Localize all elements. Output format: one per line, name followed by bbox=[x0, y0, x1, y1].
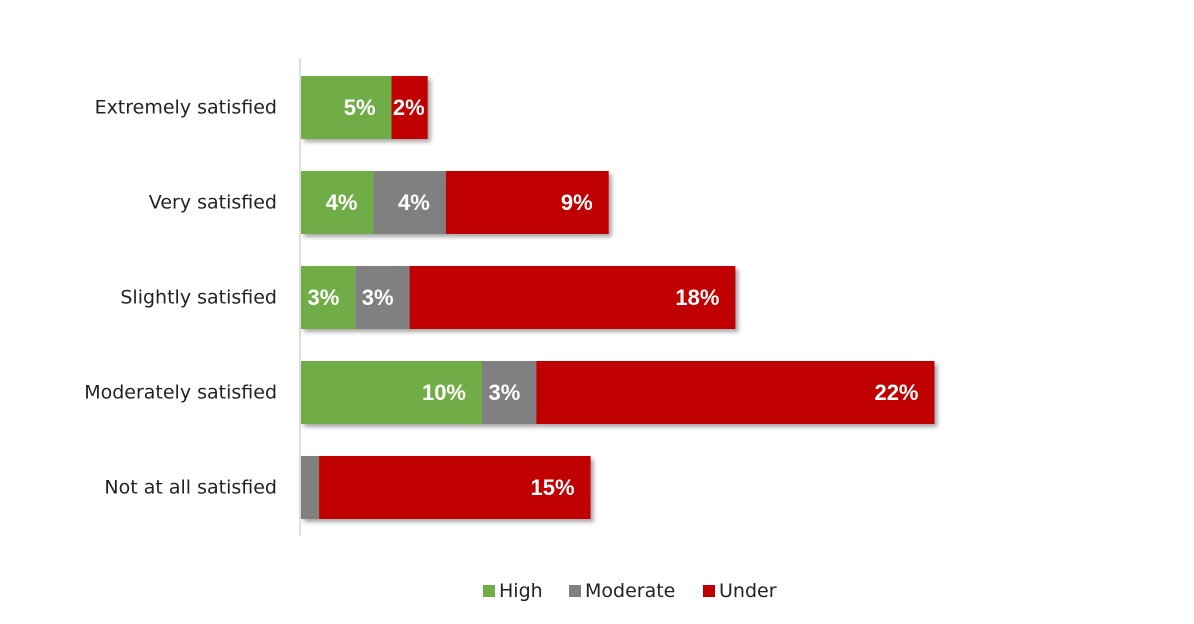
legend-swatch-moderate bbox=[569, 585, 581, 597]
data-label-moderate-very-satisfied: 4% bbox=[398, 190, 430, 215]
bar-segment-under-not-at-all-satisfied bbox=[319, 456, 591, 519]
category-labels-layer: Extremely satisfied Very satisfied Slightl… bbox=[84, 97, 277, 499]
category-label-moderately-satisfied: Moderately satisfied bbox=[84, 382, 277, 404]
data-label-high-moderately-satisfied: 10% bbox=[422, 380, 466, 405]
legend-label-under: Under bbox=[719, 580, 777, 602]
legend-label-moderate: Moderate bbox=[585, 580, 675, 602]
category-label-slightly-satisfied: Slightly satisfied bbox=[120, 287, 277, 309]
value-labels-layer: 5% 2% 4% 4% 9% 3% 3% 18% 10% 3% 22% 15% bbox=[308, 95, 919, 500]
bar-segment-high-slightly-satisfied bbox=[301, 266, 356, 329]
bar-segment-under-moderately-satisfied bbox=[536, 361, 935, 424]
bar-segment-high-very-satisfied bbox=[301, 171, 374, 234]
data-label-under-extremely-satisfied: 2% bbox=[393, 95, 425, 120]
bar-row-slightly-satisfied bbox=[301, 266, 736, 329]
data-label-under-moderately-satisfied: 22% bbox=[874, 380, 918, 405]
category-label-extremely-satisfied: Extremely satisfied bbox=[95, 97, 277, 119]
data-label-high-slightly-satisfied: 3% bbox=[308, 285, 340, 310]
bar-segment-under-very-satisfied bbox=[445, 171, 609, 234]
bar-row-extremely-satisfied bbox=[301, 76, 428, 139]
bar-segment-moderate-slightly-satisfied bbox=[355, 266, 410, 329]
legend-swatch-high bbox=[483, 585, 495, 597]
data-label-under-very-satisfied: 9% bbox=[561, 190, 593, 215]
bar-segment-high-moderately-satisfied bbox=[301, 361, 482, 424]
bar-segment-high-extremely-satisfied bbox=[301, 76, 392, 139]
data-label-high-extremely-satisfied: 5% bbox=[344, 95, 376, 120]
category-label-very-satisfied: Very satisfied bbox=[149, 192, 277, 214]
category-label-not-at-all-satisfied: Not at all satisfied bbox=[104, 477, 277, 499]
bar-row-not-at-all-satisfied bbox=[301, 456, 591, 519]
bar-segment-moderate-not-at-all-satisfied bbox=[301, 456, 320, 519]
bar-segment-moderate-moderately-satisfied bbox=[482, 361, 537, 424]
data-label-high-very-satisfied: 4% bbox=[326, 190, 358, 215]
data-label-under-not-at-all-satisfied: 15% bbox=[531, 475, 575, 500]
bar-segment-moderate-very-satisfied bbox=[373, 171, 446, 234]
bar-segment-under-slightly-satisfied bbox=[409, 266, 736, 329]
legend: High Moderate Under bbox=[483, 580, 777, 602]
bars-layer bbox=[301, 76, 935, 519]
legend-label-high: High bbox=[499, 580, 543, 602]
data-label-under-slightly-satisfied: 18% bbox=[675, 285, 719, 310]
bar-row-moderately-satisfied bbox=[301, 361, 935, 424]
legend-swatch-under bbox=[703, 585, 715, 597]
data-label-moderate-moderately-satisfied: 3% bbox=[489, 380, 521, 405]
bar-row-very-satisfied bbox=[301, 171, 609, 234]
data-label-moderate-slightly-satisfied: 3% bbox=[362, 285, 394, 310]
bar-segment-under-extremely-satisfied bbox=[391, 76, 428, 139]
